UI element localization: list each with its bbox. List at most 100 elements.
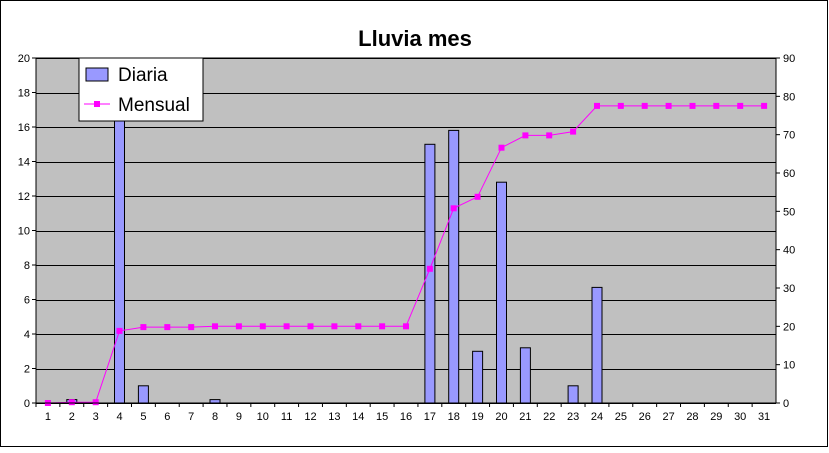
- line-point-day-10: [259, 323, 266, 330]
- y-left-tick-label: 10: [18, 226, 30, 238]
- line-point-day-11: [283, 323, 290, 330]
- line-point-day-2: [68, 399, 75, 406]
- bar-day-20: [496, 181, 507, 404]
- bar-day-8: [209, 399, 221, 404]
- x-tick-label: 26: [639, 411, 651, 423]
- line-point-day-7: [188, 324, 195, 331]
- x-tick-label: 5: [140, 411, 146, 423]
- chart-title: Lluvia mes: [358, 26, 472, 51]
- line-point-day-4: [116, 327, 123, 334]
- x-tick-label: 12: [304, 411, 316, 423]
- y-left-tick-label: 12: [18, 191, 30, 203]
- y-right-tick-label: 40: [783, 245, 795, 257]
- x-tick-label: 17: [424, 411, 436, 423]
- y-right-tick-label: 90: [783, 53, 795, 65]
- x-tick-label: 1: [45, 411, 51, 423]
- y-left-tick-label: 16: [18, 122, 30, 134]
- line-point-day-13: [331, 323, 338, 330]
- x-tick-label: 8: [212, 411, 218, 423]
- y-left-tick-label: 6: [24, 295, 30, 307]
- bar-day-24: [591, 286, 603, 404]
- line-point-day-20: [498, 144, 505, 151]
- line-point-day-3: [92, 399, 99, 406]
- x-tick-label: 7: [188, 411, 194, 423]
- x-tick-label: 14: [352, 411, 364, 423]
- y-left-tick-label: 8: [24, 260, 30, 272]
- line-point-day-5: [140, 324, 147, 331]
- x-tick-label: 15: [376, 411, 388, 423]
- y-left-tick-label: 18: [18, 88, 30, 100]
- line-point-day-8: [212, 323, 218, 330]
- legend-label-mensual: Mensual: [118, 95, 190, 116]
- x-tick-label: 25: [615, 411, 627, 423]
- y-right-tick-label: 70: [783, 130, 795, 142]
- line-point-day-25: [617, 102, 624, 109]
- y-left-tick-label: 20: [18, 53, 30, 65]
- x-tick-label: 31: [758, 411, 770, 423]
- line-point-day-26: [641, 102, 648, 109]
- y-left-tick-label: 14: [18, 157, 30, 169]
- line-point-day-17: [426, 265, 433, 272]
- legend-marker-mensual: [94, 101, 100, 107]
- bar-day-23: [567, 385, 579, 404]
- y-right-tick-label: 50: [783, 206, 795, 218]
- line-point-day-16: [403, 323, 409, 330]
- x-tick-label: 11: [281, 411, 292, 423]
- line-point-day-15: [379, 323, 386, 330]
- bar-day-17: [424, 143, 436, 404]
- x-tick-label: 22: [543, 411, 555, 423]
- x-tick-label: 4: [116, 411, 122, 423]
- x-tick-label: 3: [93, 411, 99, 423]
- line-point-day-29: [713, 102, 720, 109]
- x-tick-label: 13: [328, 411, 340, 423]
- y-right-tick-label: 60: [783, 168, 795, 180]
- x-tick-label: 9: [236, 411, 242, 423]
- bar-day-5: [137, 385, 149, 404]
- legend: Diaria Mensual: [78, 57, 204, 122]
- x-tick-label: 21: [519, 411, 531, 423]
- x-tick-label: 19: [471, 411, 483, 423]
- y-right-tick-label: 80: [783, 91, 795, 103]
- line-point-day-19: [474, 193, 481, 200]
- x-tick-label: 6: [164, 411, 170, 423]
- line-point-day-31: [761, 102, 768, 109]
- x-tick-label: 28: [686, 411, 698, 423]
- x-tick-label: 27: [662, 411, 674, 423]
- line-point-day-21: [522, 132, 529, 139]
- line-point-day-18: [450, 205, 457, 212]
- y-right-tick-label: 30: [783, 283, 795, 295]
- x-tick-label: 18: [448, 411, 460, 423]
- x-tick-label: 23: [567, 411, 579, 423]
- x-tick-label: 24: [591, 411, 603, 423]
- line-point-day-14: [355, 323, 362, 330]
- x-tick-label: 20: [495, 411, 507, 423]
- legend-swatch-diaria: [85, 67, 109, 82]
- y-left-tick-label: 4: [24, 329, 30, 341]
- legend-label-diaria: Diaria: [118, 65, 168, 86]
- line-point-day-28: [689, 102, 696, 109]
- line-point-day-27: [665, 102, 672, 109]
- y-left-tick-label: 2: [24, 364, 30, 376]
- bar-day-4: [114, 116, 125, 404]
- x-tick-label: 2: [69, 411, 75, 423]
- line-point-day-24: [594, 102, 600, 109]
- y-right-tick-label: 0: [783, 398, 789, 410]
- line-point-day-12: [307, 323, 314, 330]
- line-point-day-30: [737, 102, 744, 109]
- x-tick-label: 16: [400, 411, 412, 423]
- line-point-day-23: [570, 128, 577, 135]
- bar-day-19: [472, 350, 484, 404]
- x-tick-label: 29: [710, 411, 722, 423]
- bar-day-18: [448, 129, 460, 404]
- line-point-day-22: [546, 132, 553, 139]
- grid-lines: [36, 58, 776, 404]
- line-series-mensual: [44, 102, 768, 406]
- x-tick-label: 30: [734, 411, 746, 423]
- y-right-tick-label: 10: [783, 360, 795, 372]
- x-tick-label: 10: [257, 411, 269, 423]
- y-right-tick-label: 20: [783, 321, 795, 333]
- bar-day-21: [519, 347, 531, 404]
